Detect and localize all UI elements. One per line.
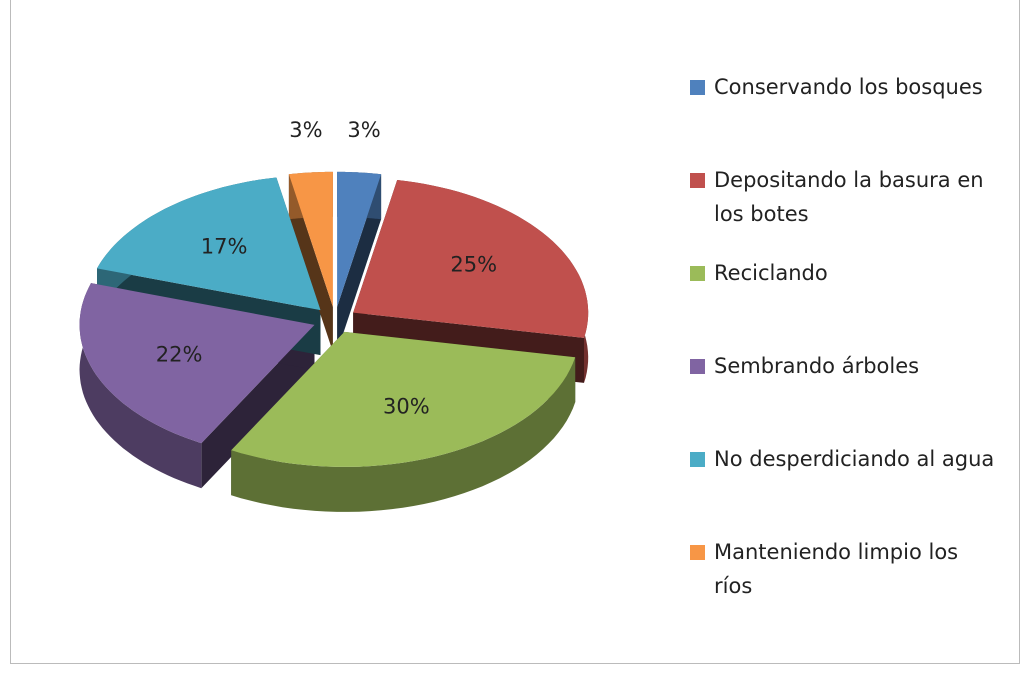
slice-wall <box>79 283 202 489</box>
legend-label: Conservando los bosques <box>714 75 983 99</box>
data-label: 30% <box>383 395 430 419</box>
legend-entry: Manteniendo limpio los ríos <box>690 535 1000 628</box>
slice-side <box>288 174 333 352</box>
legend: Conservando los bosques Depositando la ba… <box>690 70 1000 628</box>
legend-label: No desperdiciando al agua <box>714 447 995 471</box>
legend-label: Manteniendo limpio los ríos <box>714 540 959 598</box>
slice <box>353 180 589 338</box>
slice-side <box>337 174 382 352</box>
slice <box>231 331 576 467</box>
slice-wall <box>231 357 576 512</box>
slice <box>337 171 382 307</box>
data-label: 3% <box>289 118 322 142</box>
data-label: 25% <box>450 253 497 277</box>
data-label: 17% <box>201 234 248 258</box>
slice <box>97 177 321 311</box>
legend-label: Reciclando <box>714 261 828 285</box>
legend-swatch <box>690 452 705 467</box>
legend-entry: Depositando la basura en los botes <box>690 163 1000 256</box>
legend-swatch <box>690 545 705 560</box>
slice-side <box>201 324 315 489</box>
legend-label: Depositando la basura en los botes <box>714 168 984 226</box>
chart-frame <box>10 0 1020 664</box>
slice <box>79 283 315 444</box>
legend-label: Sembrando árboles <box>714 354 920 378</box>
data-label: 22% <box>156 343 203 367</box>
legend-swatch <box>690 359 705 374</box>
legend-swatch <box>690 173 705 188</box>
legend-entry: Reciclando <box>690 256 1000 349</box>
legend-entry: No desperdiciando al agua <box>690 442 1000 535</box>
legend-entry: Sembrando árboles <box>690 349 1000 442</box>
legend-swatch <box>690 266 705 281</box>
data-label: 3% <box>347 118 380 142</box>
slice <box>288 171 333 307</box>
legend-swatch <box>690 80 705 95</box>
legend-entry: Conservando los bosques <box>690 70 1000 163</box>
